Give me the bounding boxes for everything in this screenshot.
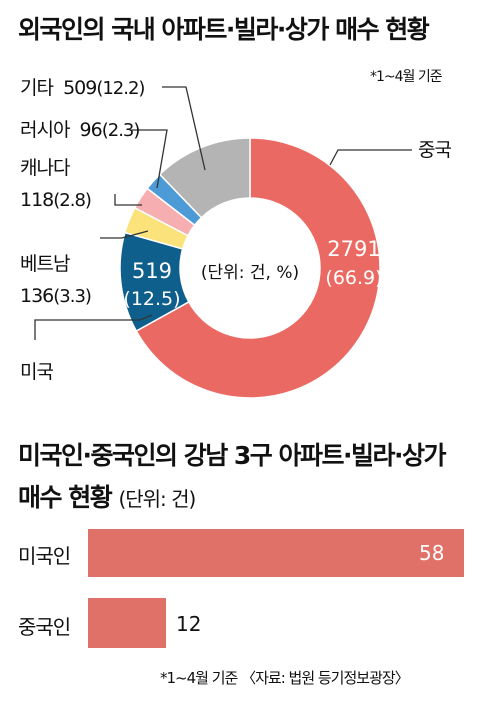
donut-slice-other [158,137,251,219]
bar-category-usa: 미국인 [18,544,71,568]
legend-amount-vietnam: 136(3.3) [20,284,92,309]
bar-category-china: 중국인 [18,615,71,639]
legend-name-russia: 러시아 [20,119,70,141]
legend-percent-other: (12.2) [96,78,145,99]
legend-value-canada: 118 [20,189,54,211]
slice-percent-china: (66.9) [325,267,382,289]
legend-percent-russia: (2.3) [101,120,141,141]
legend-percent-canada: (2.8) [53,190,92,211]
donut-chart: (단위: 건, %) 2791 (66.9) 519 (12.5) [34,86,412,399]
period-note: *1~4월 기준 [370,69,443,85]
legend-name-other: 기타 [20,77,54,99]
donut-slice-china [135,137,381,399]
legend-name-vietnam: 베트남 [20,253,70,275]
slice-percent-usa: (12.5) [123,288,180,310]
legend-percent-vietnam: (3.3) [53,286,92,307]
legend-label-russia: 러시아 96(2.3) [20,118,141,143]
legend-name-china: 중국 [418,139,452,161]
leader-line-canada [114,194,142,206]
bar-chart-unit: (단위: 건) [118,487,196,511]
leader-line-other [162,86,206,171]
bar-value-china: 12 [176,612,202,636]
legend-name-canada: 캐나다 [20,157,70,179]
bar-china [88,598,166,648]
bar-chart-title-text: 매수 현황 [18,483,113,512]
bar-chart-title-line2: 매수 현황 (단위: 건) [18,478,196,514]
legend-value-other: 509 [63,77,97,99]
legend-value-russia: 96 [79,119,103,141]
donut-center-label: (단위: 건, %) [201,263,299,283]
leader-line-usa [34,314,153,340]
source-footnote: *1~4월 기준 〈자료: 법원 등기정보광장〉 [160,669,410,687]
bar-usa [88,529,464,577]
chart-title: 외국인의 국내 아파트·빌라·상가 매수 현황 [18,15,430,44]
legend-amount-canada: 118(2.8) [20,188,92,213]
slice-value-usa: 519 [132,259,172,283]
bar-value-usa: 58 [419,541,445,565]
bar-chart-title-line1: 미국인·중국인의 강남 3구 아파트·빌라·상가 [18,441,447,470]
leader-line-russia [132,129,168,189]
legend-value-vietnam: 136 [20,285,54,307]
legend-name-usa: 미국 [20,361,54,383]
leader-line-china [329,149,412,166]
slice-value-china: 2791 [327,237,380,261]
leader-line-vietnam [100,230,149,239]
legend-label-other: 기타 509(12.2) [20,76,145,101]
